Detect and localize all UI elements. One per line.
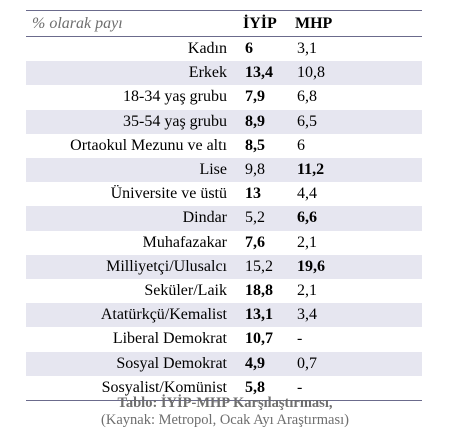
row-label: 18-34 yaş grubu (123, 88, 227, 106)
table-row: Ortaokul Mezunu ve altı 8,5 6 (26, 134, 422, 158)
row-mhp-value: 6,8 (297, 88, 317, 106)
row-iyip-value: 10,7 (245, 330, 273, 348)
header-share-label: % olarak payı (26, 10, 243, 37)
row-mhp-value: 6,6 (295, 206, 422, 231)
row-label: Muhafazakar (142, 233, 227, 251)
row-iyip-value: 9,8 (243, 158, 295, 183)
row-mhp-value: 6,5 (295, 109, 422, 134)
table-row: Sosyal Demokrat 4,9 0,7 (26, 351, 422, 376)
row-iyip-value: 4,9 (243, 351, 295, 376)
table-row: Üniversite ve üstü 13 4,4 (26, 182, 422, 206)
row-label: Milliyetçi/Ulusalcı (26, 254, 243, 280)
row-mhp-value: 3,4 (295, 303, 422, 328)
row-mhp-value: - (295, 375, 422, 402)
row-iyip-value: 7,9 (245, 88, 265, 106)
table-row: Muhafazakar 7,6 2,1 (26, 231, 422, 255)
row-label: Lise (26, 158, 243, 183)
row-iyip-value: 13,4 (243, 61, 295, 86)
header-mhp: MHP (295, 10, 422, 37)
table-row: Lise 9,8 11,2 (26, 158, 422, 183)
row-iyip-value: 6 (245, 40, 253, 57)
row-mhp-value: 2,1 (297, 282, 317, 300)
row-mhp-value: 11,2 (295, 158, 422, 183)
row-iyip-value: 8,9 (243, 109, 295, 134)
row-iyip-value: 7,6 (245, 233, 265, 251)
table-row: Liberal Demokrat 10,7 - (26, 327, 422, 351)
row-label: Sosyal Demokrat (26, 351, 243, 376)
row-label: Erkek (26, 61, 243, 86)
row-mhp-value: 19,6 (295, 254, 422, 280)
row-label: 35-54 yaş grubu (26, 109, 243, 134)
comparison-table: % olarak payı İYİP MHP Kadın 6 3,1 Erkek 13,… (26, 10, 422, 402)
table-row: Seküler/Laik 18,8 2,1 (26, 279, 422, 303)
row-iyip-value: 5,8 (243, 375, 295, 402)
table-header-row: % olarak payı İYİP MHP (26, 10, 422, 37)
row-label: Üniversite ve üstü (110, 185, 227, 203)
row-iyip-value: 13 (245, 185, 261, 203)
table-row: Dindar 5,2 6,6 (26, 206, 422, 231)
row-iyip-value: 8,5 (245, 136, 265, 154)
row-label: Liberal Demokrat (112, 330, 227, 348)
table-caption-title: Tablo: İYİP-MHP Karşılaştırması, (117, 395, 333, 411)
row-label: Dindar (26, 206, 243, 231)
row-iyip-value: 5,2 (243, 206, 295, 231)
header-iyip: İYİP (243, 10, 295, 37)
row-label: Seküler/Laik (144, 282, 227, 300)
table-row: Sosyalist/Komünist 5,8- (26, 375, 422, 402)
row-iyip-value: 15,2 (243, 254, 295, 280)
table-body: Kadın 6 3,1 Erkek 13,4 10,8 18-34 yaş grubu 7,9… (26, 37, 422, 402)
row-mhp-value: 3,1 (297, 40, 317, 57)
row-mhp-value: 10,8 (295, 61, 422, 86)
table-row: 18-34 yaş grubu 7,9 6,8 (26, 85, 422, 109)
row-mhp-value: 4,4 (297, 185, 317, 203)
comparison-table-container: % olarak payı İYİP MHP Kadın 6 3,1 Erkek 13,… (26, 10, 422, 402)
row-label: Atatürkçü/Kemalist (26, 303, 243, 328)
row-mhp-value: 2,1 (297, 233, 317, 251)
row-mhp-value: 0,7 (295, 351, 422, 376)
row-iyip-value: 13,1 (243, 303, 295, 328)
row-iyip-value: 18,8 (245, 282, 273, 300)
table-row: Atatürkçü/Kemalist 13,1 3,4 (26, 303, 422, 328)
table-row: Erkek 13,4 10,8 (26, 61, 422, 86)
table-row: Kadın 6 3,1 (26, 37, 422, 62)
row-label: Ortaokul Mezunu ve altı (70, 136, 227, 154)
row-mhp-value: 6 (297, 136, 305, 154)
row-mhp-value: - (297, 330, 303, 348)
table-row: Milliyetçi/Ulusalcı 15,2 19,6 (26, 254, 422, 280)
table-row: 35-54 yaş grubu 8,9 6,5 (26, 109, 422, 134)
table-caption-source: (Kaynak: Metropol, Ocak Ayı Araştırması) (101, 412, 349, 428)
row-label: Kadın (187, 40, 227, 57)
row-label: Sosyalist/Komünist (26, 375, 243, 402)
